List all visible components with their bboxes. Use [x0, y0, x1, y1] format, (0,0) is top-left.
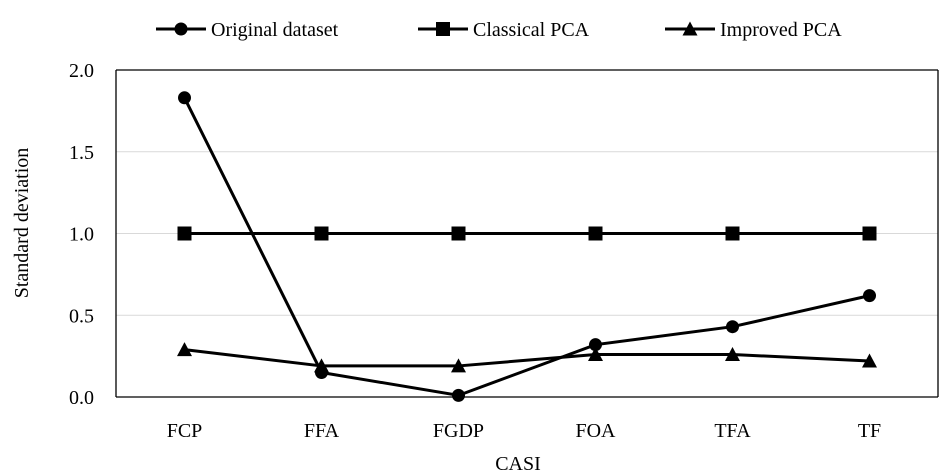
data-point-original-dataset	[863, 289, 876, 303]
data-point-original-dataset	[452, 388, 465, 402]
data-point-improved-pca	[314, 358, 329, 373]
y-tick-label: 0.5	[69, 305, 94, 327]
data-point-classical-pca	[177, 226, 192, 241]
x-tick-label-tf: TF	[858, 420, 881, 442]
y-tick-labels: 0.0 0.5 1.0 1.5 2.0	[69, 60, 94, 409]
series-line-original-dataset	[183, 97, 870, 397]
legend-marker-original-dataset	[174, 22, 188, 36]
x-tick-label-foa: FOA	[575, 420, 616, 442]
axes	[115, 69, 939, 398]
data-point-classical-pca	[862, 226, 877, 241]
y-tick-label: 1.5	[69, 142, 94, 164]
y-axis-title: Standard deviation	[11, 148, 33, 299]
gridlines	[116, 69, 938, 316]
x-tick-label-tfa: TFA	[714, 420, 751, 442]
data-point-classical-pca	[451, 226, 466, 241]
x-tick-label-fcp: FCP	[167, 420, 203, 442]
data-point-original-dataset	[178, 91, 191, 105]
data-point-original-dataset	[589, 338, 602, 352]
legend-marker-classical-pca	[436, 22, 450, 36]
legend-label-improved-pca: Improved PCA	[720, 19, 842, 41]
data-point-improved-pca	[588, 346, 603, 361]
data-point-improved-pca	[451, 358, 466, 373]
data-point-original-dataset	[726, 320, 739, 334]
x-tick-label-fgdp: FGDP	[433, 420, 484, 442]
y-tick-label: 0.0	[69, 387, 94, 409]
legend-label-original-dataset: Original dataset	[211, 19, 339, 41]
series-line-improved-pca	[184, 348, 870, 368]
data-point-improved-pca	[177, 342, 192, 357]
legend: Original dataset Classical PCA Improved PC…	[156, 19, 842, 41]
x-axis-title: CASI	[495, 453, 541, 475]
y-tick-label: 1.0	[69, 224, 94, 246]
data-point-improved-pca	[725, 346, 740, 361]
data-point-improved-pca	[862, 353, 877, 368]
legend-marker-improved-pca	[682, 21, 698, 36]
x-tick-labels: FCP FFA FGDP FOA TFA TF	[167, 420, 881, 442]
data-point-classical-pca	[314, 226, 329, 241]
data-point-classical-pca	[725, 226, 740, 241]
series-group	[177, 91, 877, 402]
x-tick-label-ffa: FFA	[304, 420, 340, 442]
y-tick-label: 2.0	[69, 60, 94, 82]
data-point-classical-pca	[588, 226, 603, 241]
legend-label-classical-pca: Classical PCA	[473, 19, 590, 41]
